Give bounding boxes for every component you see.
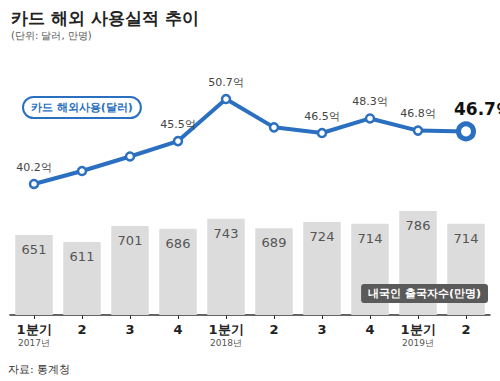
svg-text:724: 724 xyxy=(310,229,335,244)
svg-text:2: 2 xyxy=(461,322,470,337)
svg-text:48.3억: 48.3억 xyxy=(352,95,388,108)
svg-text:651: 651 xyxy=(22,242,47,257)
svg-text:3: 3 xyxy=(317,322,326,337)
svg-text:2: 2 xyxy=(77,322,86,337)
svg-text:714: 714 xyxy=(454,231,479,246)
svg-text:(단위: 달러, 만명): (단위: 달러, 만명) xyxy=(11,30,92,41)
svg-text:2017년: 2017년 xyxy=(18,338,50,348)
svg-text:3: 3 xyxy=(125,322,134,337)
svg-text:786: 786 xyxy=(406,218,431,233)
svg-text:카드 해외 사용실적 추이: 카드 해외 사용실적 추이 xyxy=(11,8,199,28)
svg-text:1분기: 1분기 xyxy=(400,322,435,337)
svg-text:4: 4 xyxy=(365,322,374,337)
svg-text:714: 714 xyxy=(358,231,383,246)
svg-text:1분기: 1분기 xyxy=(16,322,51,337)
svg-text:1분기: 1분기 xyxy=(208,322,243,337)
svg-text:2018년: 2018년 xyxy=(210,338,242,348)
svg-text:2019년: 2019년 xyxy=(402,338,434,348)
svg-text:611: 611 xyxy=(70,249,95,264)
svg-text:4: 4 xyxy=(173,322,182,337)
svg-text:45.5억: 45.5억 xyxy=(160,118,196,131)
svg-text:686: 686 xyxy=(166,236,191,251)
svg-text:46.7억: 46.7억 xyxy=(454,99,500,119)
svg-text:46.8억: 46.8억 xyxy=(400,107,436,120)
svg-text:689: 689 xyxy=(262,235,287,250)
svg-text:40.2억: 40.2억 xyxy=(16,161,52,174)
svg-text:701: 701 xyxy=(118,233,143,248)
svg-text:카드 해외사용(달러): 카드 해외사용(달러) xyxy=(31,101,133,114)
svg-text:자료: 통계청: 자료: 통계청 xyxy=(8,363,70,376)
svg-text:2: 2 xyxy=(269,322,278,337)
svg-text:46.5억: 46.5억 xyxy=(304,110,340,123)
svg-text:50.7억: 50.7억 xyxy=(208,76,244,89)
svg-text:743: 743 xyxy=(214,226,239,241)
svg-text:내국인 출국자수(만명): 내국인 출국자수(만명) xyxy=(368,287,481,300)
